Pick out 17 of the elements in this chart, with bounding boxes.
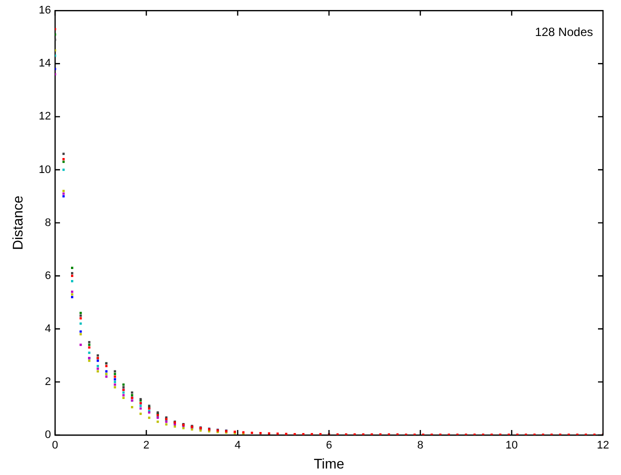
y-axis-title: Distance [9,195,26,250]
x-tick-label: 2 [143,440,150,452]
y-tick-label: 4 [44,322,51,335]
x-tick-label: 6 [326,440,332,452]
y-tick-label: 2 [44,376,51,388]
x-tick-label: 8 [417,440,424,452]
x-tick-label: 10 [506,440,518,452]
y-tick-label: 0 [44,429,51,442]
y-tick-label: 12 [38,110,51,123]
y-tick-label: 6 [44,270,51,282]
y-tick-label: 16 [38,4,51,17]
x-axis-title: Time [314,455,345,472]
y-tick-label: 8 [44,216,51,229]
x-tick-label: 4 [234,440,241,452]
x-tick-label: 12 [596,440,610,452]
y-tick-label: 10 [38,164,51,176]
y-tick-label: 14 [38,58,51,70]
